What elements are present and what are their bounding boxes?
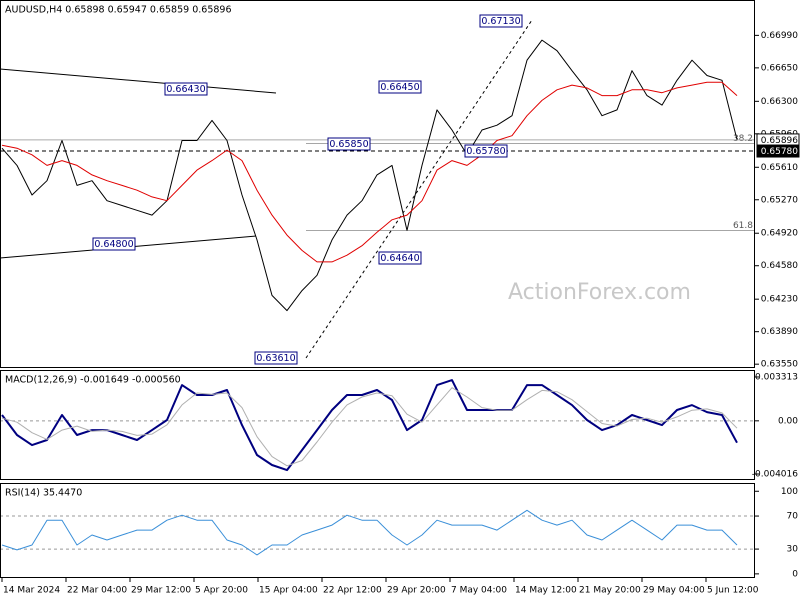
- y-tick-label: 0.63890: [761, 327, 798, 337]
- y-tick-label: 30: [787, 545, 799, 555]
- panel-title: MACD(12,26,9) -0.001649 -0.000560: [5, 375, 181, 386]
- y-tick-label: 100: [781, 487, 798, 497]
- annotation-box: [164, 82, 208, 96]
- x-tick-label: 29 May 04:00: [643, 586, 705, 596]
- x-tick-label: 29 Apr 20:00: [387, 586, 446, 596]
- panel-title: AUDUSD,H4 0.65898 0.65947 0.65859 0.6589…: [5, 5, 232, 16]
- y-tick-label: -0.004016: [752, 469, 798, 479]
- series-line: [1, 387, 738, 467]
- price-label: 0.65780: [761, 147, 798, 157]
- y-tick-label: 0.003313: [755, 372, 798, 382]
- y-tick-label: 0.64580: [761, 261, 798, 271]
- annotation: 0.64800: [94, 239, 133, 250]
- x-tick-label: 15 Apr 04:00: [259, 586, 318, 596]
- annotation: 0.63610: [256, 353, 295, 364]
- trend-line: [305, 19, 533, 359]
- y-tick-label: 0.00: [778, 416, 798, 426]
- y-tick-label: 0.66650: [761, 63, 798, 73]
- x-tick-label: 7 May 04:00: [451, 586, 507, 596]
- annotation-box: [479, 14, 523, 28]
- annotation: 0.66430: [166, 84, 205, 95]
- series-line: [1, 81, 738, 263]
- fib-label: 61.8: [733, 221, 753, 231]
- x-tick-label: 5 Jun 12:00: [707, 586, 759, 596]
- y-tick-label: 0: [792, 569, 798, 579]
- annotation: 0.65850: [329, 139, 368, 150]
- panel-border: [0, 0, 755, 368]
- annotation-box: [378, 251, 422, 265]
- annotation-box: [254, 351, 298, 365]
- y-tick-label: 0.65270: [761, 195, 798, 205]
- x-tick-label: 14 May 12:00: [515, 586, 577, 596]
- annotation: 0.67130: [481, 16, 520, 27]
- watermark: ActionForex.com: [508, 280, 691, 305]
- x-tick-label: 14 Mar 2024: [3, 586, 60, 596]
- x-tick-label: 29 Mar 12:00: [131, 586, 191, 596]
- y-tick-label: 0.64230: [761, 295, 798, 305]
- x-tick-label: 5 Apr 20:00: [195, 586, 248, 596]
- annotation-box: [327, 137, 371, 151]
- y-tick-label: 0.66300: [761, 97, 798, 107]
- series-line: [1, 509, 738, 556]
- annotation-box: [464, 144, 508, 158]
- x-tick-label: 22 Mar 04:00: [67, 586, 127, 596]
- panel-border: [0, 483, 755, 578]
- price-box: [756, 144, 800, 158]
- panel-title: RSI(14) 35.4470: [5, 488, 82, 499]
- x-tick-label: 21 May 20:00: [579, 586, 641, 596]
- annotation: 0.66450: [380, 82, 419, 93]
- y-tick-label: 0.63550: [761, 360, 798, 370]
- x-tick-label: 22 Apr 12:00: [323, 586, 382, 596]
- panel-border: [0, 370, 755, 480]
- y-tick-label: 0.64920: [761, 229, 798, 239]
- y-tick-label: 0.65610: [761, 163, 798, 173]
- annotation-box: [378, 80, 422, 94]
- series-line: [1, 39, 738, 312]
- price-label: 0.65896: [761, 136, 798, 146]
- y-tick-label: 70: [787, 512, 799, 522]
- annotation: 0.64640: [380, 253, 419, 264]
- y-tick-label: 0.66990: [761, 31, 798, 41]
- annotation-box: [92, 237, 136, 251]
- annotation: 0.65780: [466, 146, 505, 157]
- fib-label: 38.2: [733, 134, 753, 144]
- trend-line: [0, 68, 277, 94]
